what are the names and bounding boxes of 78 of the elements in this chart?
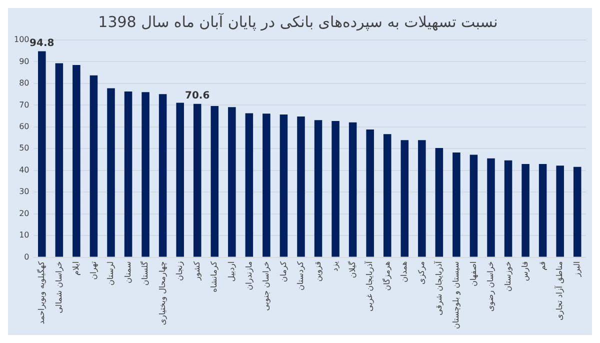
bar xyxy=(158,94,167,257)
bar xyxy=(210,106,219,257)
y-tick-label: 20 xyxy=(19,208,30,218)
x-tick-label: تهران xyxy=(88,261,98,280)
y-tick-label: 90 xyxy=(19,56,30,66)
bar xyxy=(366,130,374,257)
x-tick-label: چهارمحال وبختیاری xyxy=(158,261,167,326)
bar xyxy=(280,114,288,257)
x-tick-label: خراسان جنوبی xyxy=(262,261,271,311)
bar xyxy=(400,140,409,257)
bar xyxy=(90,75,98,257)
bar xyxy=(470,154,478,257)
bar xyxy=(418,140,426,257)
chart-title: نسبت تسهیلات به سپرده‌های بانکی در پایان آبان ماه سال 1398 xyxy=(98,12,498,31)
x-tick-label: لرستان xyxy=(106,261,116,286)
x-tick-label: مازندران xyxy=(244,261,254,290)
bar xyxy=(38,51,46,257)
x-tick-label: قم xyxy=(538,261,547,270)
bar xyxy=(538,164,547,257)
bar xyxy=(348,122,357,257)
x-tick-label: سمنان xyxy=(123,260,132,284)
x-tick-label: خوزستان xyxy=(503,261,512,292)
bar xyxy=(504,160,512,257)
x-tick-label: کهگیلویه وبویراحمد xyxy=(36,261,46,324)
x-tick-label: اصفهان xyxy=(468,261,478,286)
y-tick-label: 70 xyxy=(19,100,30,110)
x-tick-label: آذربایجان غربی xyxy=(364,260,374,312)
x-tick-label: ایلام xyxy=(72,261,81,276)
x-tick-label: مناطق آزاد تجاری xyxy=(554,261,564,320)
y-tick-label: 50 xyxy=(19,144,30,153)
data-label: 70.6 xyxy=(185,90,210,102)
bar xyxy=(176,102,184,257)
data-label: 94.8 xyxy=(30,38,54,49)
bar xyxy=(262,114,270,257)
bar xyxy=(314,120,322,257)
bar xyxy=(573,166,582,257)
x-tick-label: هرمزگان xyxy=(381,261,392,291)
y-tick-label: 0 xyxy=(24,252,30,262)
bar xyxy=(556,166,564,257)
x-tick-label: کرمانشاه xyxy=(210,261,219,292)
x-tick-label: قزوین xyxy=(313,261,322,282)
x-tick-label: یزد xyxy=(330,261,340,272)
y-tick-label: 80 xyxy=(19,78,30,88)
bar xyxy=(487,158,495,257)
x-tick-label: سیستان و بلوچستان xyxy=(452,260,461,330)
bar xyxy=(297,116,305,257)
x-tick-label: البرز xyxy=(572,261,582,278)
bar xyxy=(107,88,115,257)
x-tick-label: کشور xyxy=(192,261,202,282)
x-tick-label: گلستان xyxy=(140,261,150,286)
y-tick-label: 60 xyxy=(19,122,30,131)
bar xyxy=(142,92,150,257)
bar xyxy=(55,63,64,257)
x-tick-label: فارس xyxy=(520,261,530,282)
x-tick-label: اردبیل xyxy=(226,261,236,282)
bar xyxy=(228,107,236,257)
bar xyxy=(124,91,132,257)
x-tick-label: کرمان xyxy=(278,261,288,282)
x-tick-label: گیلان xyxy=(346,261,357,278)
y-tick-label: 100 xyxy=(14,35,30,44)
x-tick-label: خراسان شمالی xyxy=(54,261,64,314)
y-tick-label: 30 xyxy=(19,187,30,196)
y-tick-label: 40 xyxy=(19,165,30,174)
bar xyxy=(522,164,530,257)
bar xyxy=(72,64,80,257)
x-tick-label: کردستان xyxy=(296,261,306,290)
bar xyxy=(193,104,202,257)
bar xyxy=(332,121,340,257)
bar xyxy=(383,134,392,257)
bar xyxy=(245,113,254,257)
x-tick-label: همدان xyxy=(400,261,409,282)
bar xyxy=(452,152,460,257)
x-tick-label: زنجان xyxy=(175,261,184,281)
y-tick-label: 10 xyxy=(19,230,30,240)
bar xyxy=(435,148,444,257)
x-tick-label: خراسان رضوی xyxy=(486,261,496,312)
x-tick-label: آذربایجان شرقی xyxy=(433,260,444,316)
x-tick-label: مرکزی xyxy=(416,261,426,284)
